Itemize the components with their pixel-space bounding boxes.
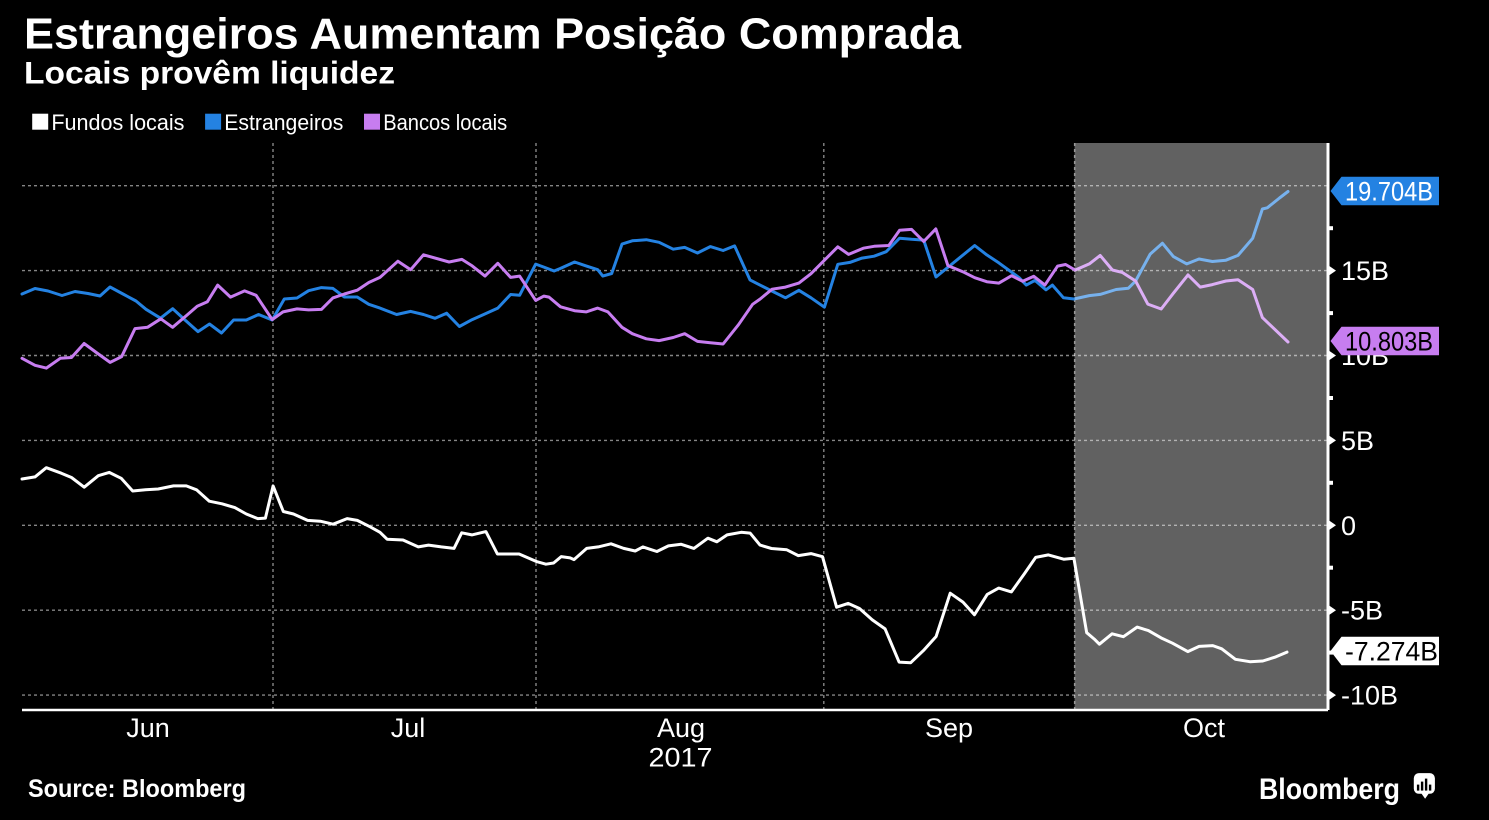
svg-text:15B: 15B	[1341, 256, 1389, 286]
svg-text:5B: 5B	[1341, 426, 1374, 456]
svg-text:Jun: Jun	[126, 713, 170, 743]
svg-text:Estrangeiros Aumentam Posição: Estrangeiros Aumentam Posição Comprada	[24, 10, 962, 59]
svg-text:19.704B: 19.704B	[1345, 177, 1433, 207]
svg-text:Oct: Oct	[1183, 713, 1226, 743]
svg-text:Source: Bloomberg: Source: Bloomberg	[28, 775, 246, 803]
svg-text:Bancos locais: Bancos locais	[383, 110, 507, 135]
svg-text:Bloomberg: Bloomberg	[1259, 773, 1400, 806]
svg-text:Fundos locais: Fundos locais	[51, 110, 184, 135]
svg-text:-7.274B: -7.274B	[1345, 637, 1438, 667]
svg-text:Aug: Aug	[657, 713, 705, 743]
svg-text:Estrangeiros: Estrangeiros	[224, 110, 343, 135]
svg-text:-5B: -5B	[1341, 596, 1383, 626]
svg-text:-10B: -10B	[1341, 681, 1398, 711]
svg-text:2017: 2017	[649, 743, 713, 773]
svg-text:0: 0	[1341, 511, 1356, 541]
svg-text:Locais provêm liquidez: Locais provêm liquidez	[24, 55, 395, 91]
svg-text:Jul: Jul	[391, 713, 426, 743]
svg-text:Sep: Sep	[925, 713, 973, 743]
svg-text:10.803B: 10.803B	[1345, 327, 1433, 357]
